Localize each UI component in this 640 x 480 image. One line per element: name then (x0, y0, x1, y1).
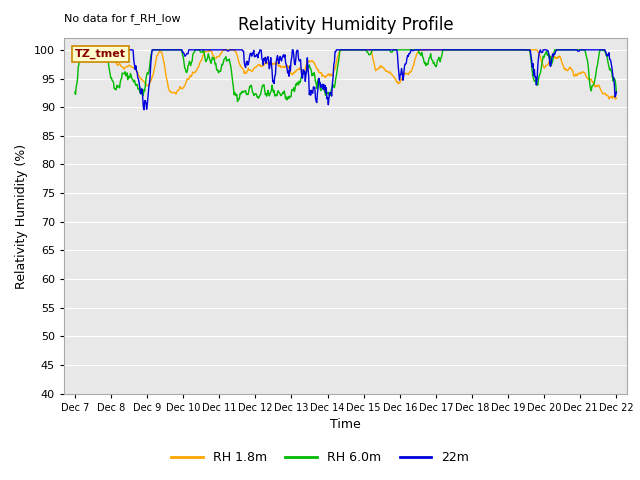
Title: Relativity Humidity Profile: Relativity Humidity Profile (238, 16, 453, 34)
Text: TZ_tmet: TZ_tmet (76, 49, 126, 60)
Y-axis label: Relativity Humidity (%): Relativity Humidity (%) (15, 144, 28, 288)
Legend: RH 1.8m, RH 6.0m, 22m: RH 1.8m, RH 6.0m, 22m (166, 446, 474, 469)
Text: No data for f_RH_low: No data for f_RH_low (64, 13, 180, 24)
X-axis label: Time: Time (330, 418, 361, 431)
